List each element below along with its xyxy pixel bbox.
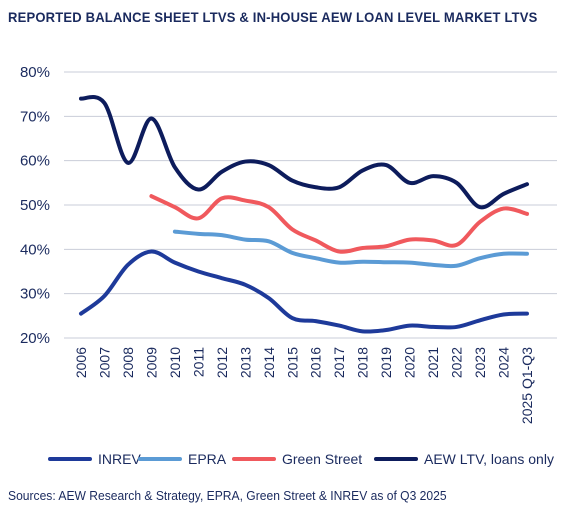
x-tick-label: 2008: [120, 347, 136, 378]
y-tick-label: 20%: [20, 330, 50, 347]
y-tick-labels: 20% 30% 40% 50% 60% 70% 80%: [20, 64, 50, 347]
legend-label-epra: EPRA: [188, 451, 227, 467]
x-tick-labels: 2006 2007 2008 2009 2010 2011 2012 2013 2014 2015…: [73, 347, 535, 424]
x-tick-label: 2021: [425, 347, 441, 378]
y-tick-label: 70%: [20, 108, 50, 125]
legend-item-epra: EPRA: [138, 448, 226, 470]
y-tick-label: 60%: [20, 153, 50, 170]
x-tick-label: 2013: [237, 347, 253, 378]
legend-swatch-epra: [138, 457, 182, 461]
chart-title: REPORTED BALANCE SHEET LTVS & IN-HOUSE A…: [8, 9, 538, 25]
x-tick-label: 2010: [167, 347, 183, 378]
x-tick-label: 2012: [214, 347, 230, 378]
y-tick-label: 40%: [20, 241, 50, 258]
x-tick-label: 2023: [472, 347, 488, 378]
x-tick-label: 2015: [284, 347, 300, 378]
x-tick-label: 2006: [73, 347, 89, 378]
series-line-inrev: [79, 249, 529, 334]
legend-label-green-street: Green Street: [282, 451, 363, 467]
legend: INREV EPRA Green Street AEW LTV, loans o…: [0, 448, 575, 470]
x-tick-label: 2024: [496, 347, 512, 378]
legend-swatch-inrev: [48, 457, 92, 461]
legend-item-green-street: Green Street: [232, 448, 362, 470]
y-tick-label: 50%: [20, 197, 50, 214]
legend-swatch-aew-ltv: [374, 457, 418, 461]
legend-item-aew-ltv: AEW LTV, loans only: [374, 448, 554, 470]
legend-label-aew-ltv: AEW LTV, loans only: [424, 451, 554, 467]
x-tick-label: 2017: [331, 347, 347, 378]
series-lines: [79, 95, 529, 334]
x-tick-label: 2007: [96, 347, 112, 378]
series-line-epra: [172, 229, 529, 269]
source-note: Sources: AEW Research & Strategy, EPRA, …: [8, 488, 447, 503]
x-tick-label: 2019: [378, 347, 394, 378]
x-tick-label: 2025 Q1-Q3: [519, 347, 535, 424]
x-tick-label: 2022: [449, 347, 465, 378]
series-line-green-street: [149, 194, 529, 254]
x-tick-label: 2011: [190, 347, 206, 377]
y-tick-label: 80%: [20, 64, 50, 81]
x-tick-label: 2014: [261, 347, 277, 378]
series-line-aew-ltv: [79, 95, 529, 210]
legend-swatch-green-street: [232, 457, 276, 461]
y-tick-label: 30%: [20, 286, 50, 303]
x-tick-label: 2020: [402, 347, 418, 378]
legend-item-inrev: INREV: [48, 448, 141, 470]
x-tick-label: 2016: [308, 347, 324, 378]
grid-lines: [64, 71, 557, 339]
legend-label-inrev: INREV: [98, 451, 141, 467]
x-tick-label: 2009: [143, 347, 159, 378]
x-tick-label: 2018: [355, 347, 371, 378]
